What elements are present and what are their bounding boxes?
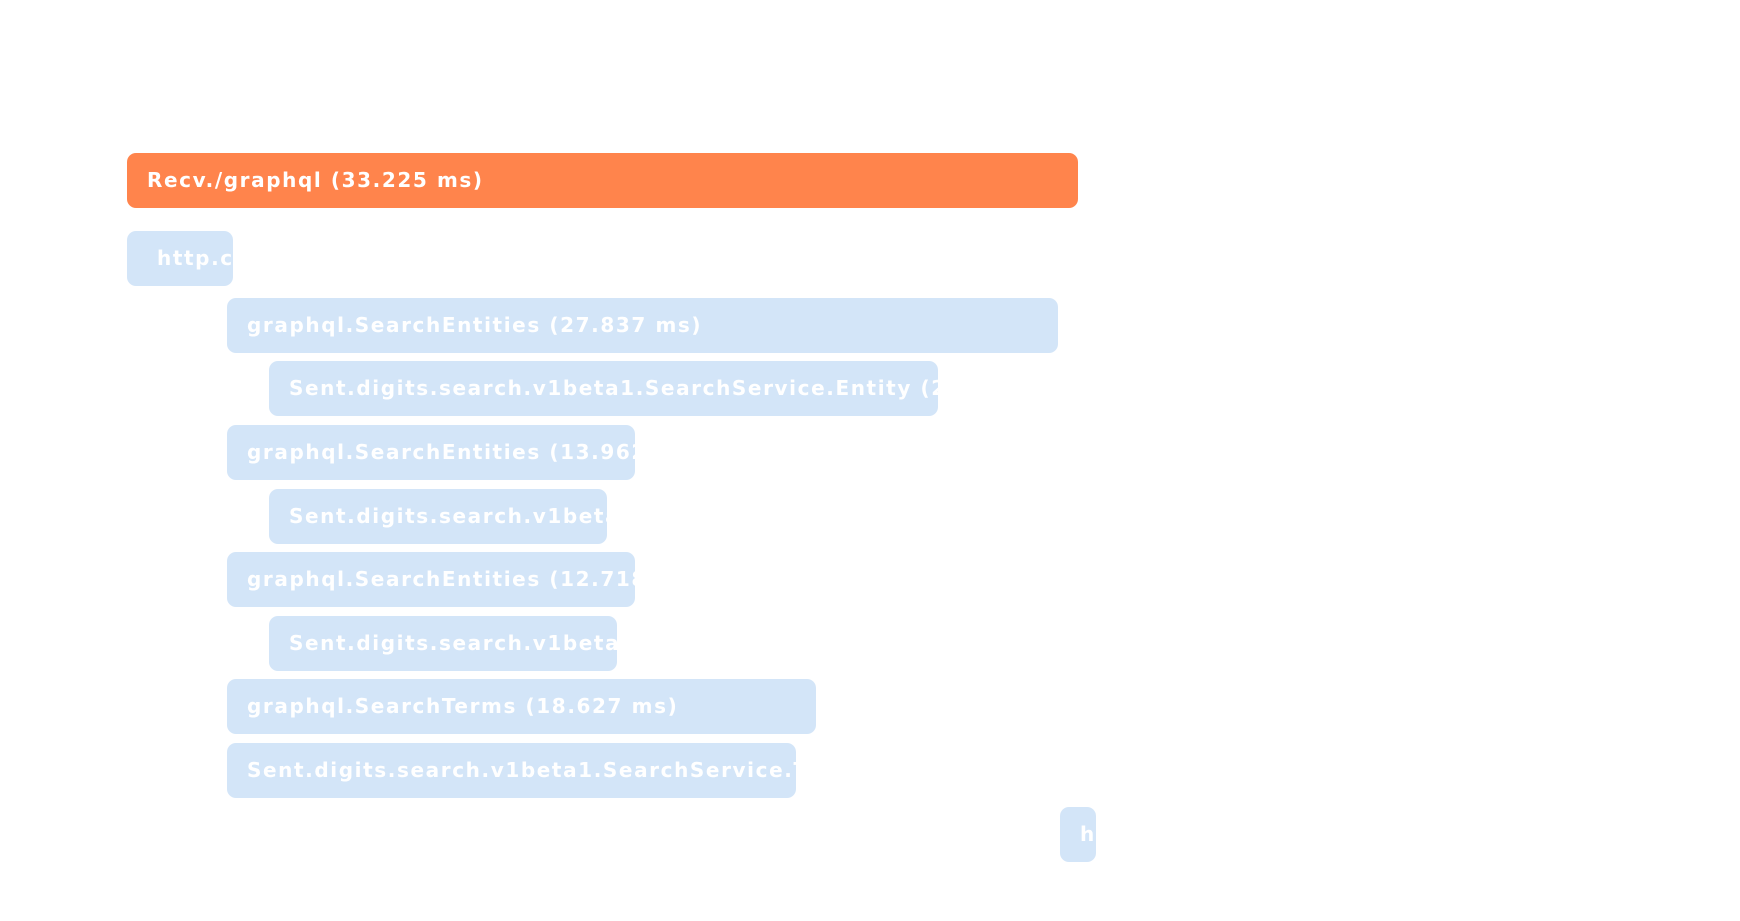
span-label: http.client [1080,822,1096,846]
span-label: Sent.digits.search.v1beta1.SearchService… [289,504,607,528]
span-sent-search-entity[interactable]: Sent.digits.search.v1beta1.SearchService… [269,489,607,544]
span-sent-search-entity[interactable]: Sent.digits.search.v1beta1.SearchService… [269,361,938,416]
span-graphql-search-entities[interactable]: graphql.SearchEntities (12.718 ms) [227,552,635,607]
span-label: graphql.SearchEntities (12.718 ms) [247,567,635,591]
span-label: graphql.SearchEntities (27.837 ms) [247,313,703,337]
span-label: graphql.SearchEntities (13.962 ms) [247,440,635,464]
span-graphql-search-entities[interactable]: graphql.SearchEntities (13.962 ms) [227,425,635,480]
span-label: http.client [157,246,233,270]
span-http-client[interactable]: http.client [1060,807,1096,862]
span-label: graphql.SearchTerms (18.627 ms) [247,694,679,718]
span-graphql-search-terms[interactable]: graphql.SearchTerms (18.627 ms) [227,679,816,734]
span-sent-search-entity[interactable]: Sent.digits.search.v1beta1.SearchService… [269,616,617,671]
span-label: Recv./graphql (33.225 ms) [147,168,484,192]
span-recv-graphql[interactable]: Recv./graphql (33.225 ms) [127,153,1078,208]
span-http-client[interactable]: http.client [127,231,233,286]
span-graphql-search-entities[interactable]: graphql.SearchEntities (27.837 ms) [227,298,1058,353]
span-label: Sent.digits.search.v1beta1.SearchService… [289,376,938,400]
span-label: Sent.digits.search.v1beta1.SearchService… [247,758,796,782]
span-label: Sent.digits.search.v1beta1.SearchService… [289,631,617,655]
span-sent-search-terms[interactable]: Sent.digits.search.v1beta1.SearchService… [227,743,796,798]
